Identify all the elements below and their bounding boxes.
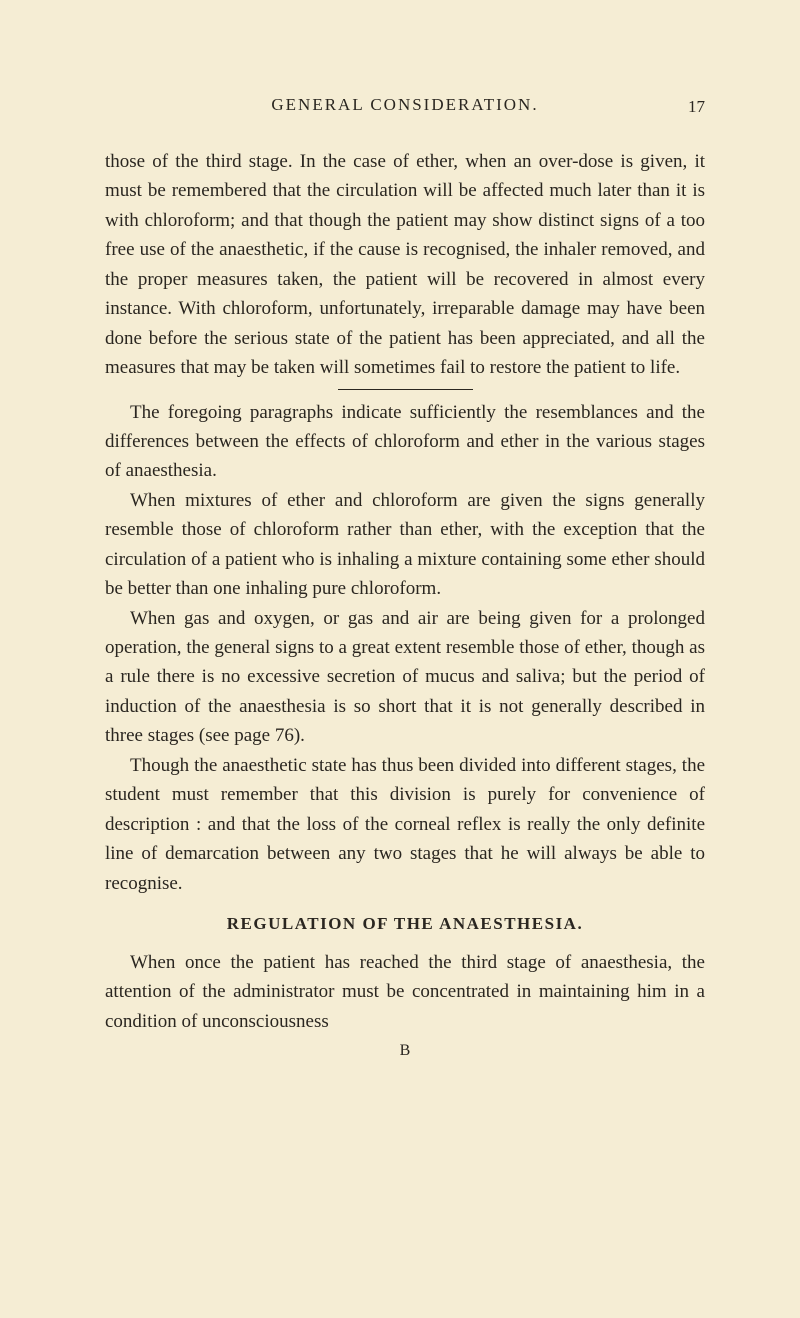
- paragraph-1: those of the third stage. In the case of…: [105, 147, 705, 383]
- running-head: GENERAL CONSIDERATION. 17: [105, 95, 705, 115]
- body-text: those of the third stage. In the case of…: [105, 147, 705, 1060]
- section-heading: REGULATION OF THE ANAESTHESIA.: [105, 914, 705, 934]
- paragraph-6: When once the patient has reached the th…: [105, 948, 705, 1036]
- paragraph-4: When gas and oxygen, or gas and air are …: [105, 604, 705, 751]
- running-head-title: GENERAL CONSIDERATION.: [271, 95, 538, 114]
- page-number: 17: [688, 97, 705, 117]
- section-divider: [338, 389, 473, 390]
- paragraph-2: The foregoing paragraphs indicate suffic…: [105, 398, 705, 486]
- paragraph-5: Though the anaesthetic state has thus be…: [105, 751, 705, 898]
- signature-mark: B: [105, 1042, 705, 1060]
- paragraph-3: When mixtures of ether and chloroform ar…: [105, 486, 705, 604]
